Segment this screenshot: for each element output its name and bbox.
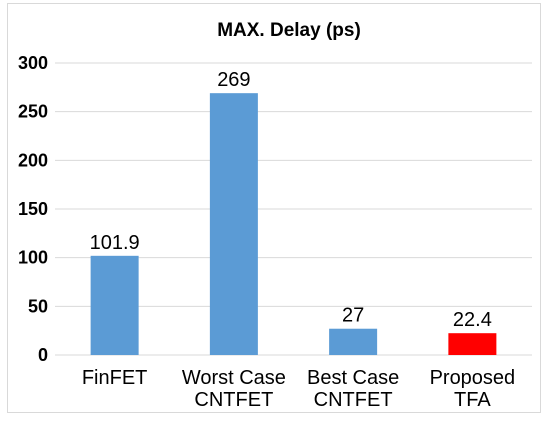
data-label: 101.9	[90, 232, 140, 254]
x-tick-label-line: FinFET	[82, 367, 148, 389]
x-tick-label-line: Proposed	[430, 367, 516, 389]
x-tick-label-line: Best Case	[307, 367, 399, 389]
y-tick-label: 300	[18, 53, 48, 73]
y-tick-label: 150	[18, 199, 48, 219]
data-label: 27	[342, 305, 364, 327]
x-tick-label-line: TFA	[454, 389, 491, 411]
x-tick-label: Best Case CNTFET	[307, 367, 399, 411]
y-tick-label: 100	[18, 248, 48, 268]
chart-title: MAX. Delay (ps)	[217, 20, 361, 41]
bar	[209, 93, 258, 355]
y-tick-label: 0	[38, 345, 48, 365]
x-tick-label: FinFET	[82, 367, 148, 389]
data-labels: 101.9 269 27 22.4	[90, 69, 492, 331]
bar	[448, 333, 497, 355]
y-axis-ticks: 0 50 100 150 200 250 300	[18, 53, 48, 365]
data-label: 22.4	[453, 309, 492, 331]
bar	[90, 255, 139, 355]
x-tick-label: Proposed TFA	[430, 367, 516, 411]
y-tick-label: 50	[28, 296, 48, 316]
bars	[90, 93, 497, 355]
y-tick-label: 250	[18, 102, 48, 122]
bar	[329, 328, 378, 355]
y-tick-label: 200	[18, 150, 48, 170]
x-tick-label-line: CNTFET	[314, 389, 393, 411]
data-label: 269	[217, 69, 250, 91]
x-tick-label-line: CNTFET	[194, 389, 273, 411]
x-tick-label: Worst Case CNTFET	[182, 367, 286, 411]
x-tick-label-line: Worst Case	[182, 367, 286, 389]
